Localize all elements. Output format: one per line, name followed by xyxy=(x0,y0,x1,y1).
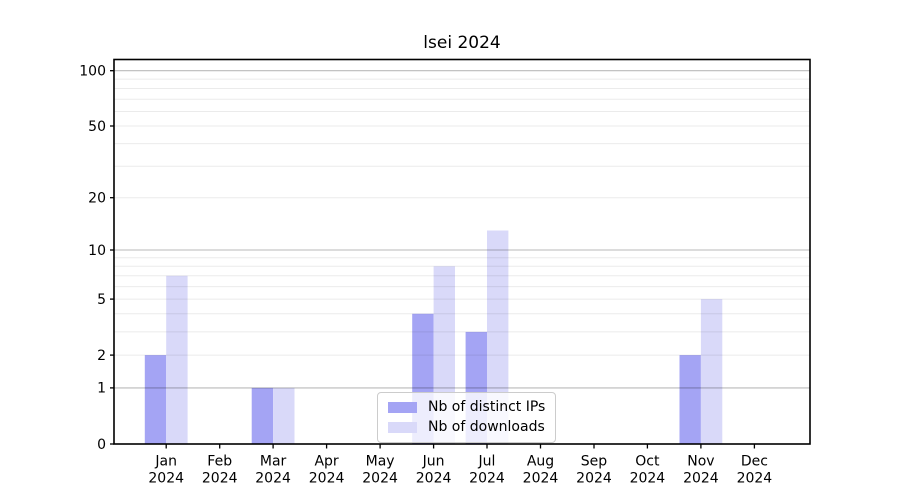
bar-downloads-jan xyxy=(166,275,188,444)
y-tick-label: 50 xyxy=(88,119,106,135)
x-tick-label-year: 2024 xyxy=(523,471,559,487)
x-tick-label-month: May xyxy=(366,454,395,470)
x-tick-label-year: 2024 xyxy=(309,471,345,487)
bar-downloads-nov xyxy=(700,299,723,444)
x-tick-label-month: Feb xyxy=(207,454,232,470)
legend-label-distinct-ips: Nb of distinct IPs xyxy=(428,399,546,415)
legend-label-downloads: Nb of downloads xyxy=(428,419,545,435)
x-tick-label-year: 2024 xyxy=(416,471,452,487)
x-tick-label-year: 2024 xyxy=(683,471,719,487)
x-tick-label-year: 2024 xyxy=(576,471,612,487)
bar-distinct-ips-nov xyxy=(679,355,701,444)
x-tick-label-month: Sep xyxy=(581,454,608,470)
x-tick-label-month: Dec xyxy=(741,454,768,470)
x-tick-label-year: 2024 xyxy=(469,471,505,487)
legend: Nb of distinct IPs Nb of downloads xyxy=(377,392,557,443)
legend-item-distinct-ips: Nb of distinct IPs xyxy=(388,397,545,417)
y-tick-label: 100 xyxy=(79,64,106,80)
bar-downloads-jul xyxy=(487,230,509,444)
x-tick-label-month: Jan xyxy=(154,454,177,470)
legend-swatch-downloads xyxy=(388,421,417,433)
chart-title: lsei 2024 xyxy=(423,33,501,53)
bar-downloads-mar xyxy=(273,387,295,444)
plot-border xyxy=(113,58,811,445)
legend-item-downloads: Nb of downloads xyxy=(388,417,545,437)
x-tick-label-month: Mar xyxy=(260,454,287,470)
y-tick-label: 20 xyxy=(88,191,106,207)
y-tick-label: 1 xyxy=(97,381,106,397)
x-tick-label-year: 2024 xyxy=(148,471,184,487)
x-tick-label-year: 2024 xyxy=(630,471,666,487)
x-tick-label-year: 2024 xyxy=(362,471,398,487)
x-tick-label-month: Apr xyxy=(314,454,338,470)
x-tick-label-month: Jun xyxy=(422,454,445,470)
x-tick-label-year: 2024 xyxy=(255,471,291,487)
x-tick-label-year: 2024 xyxy=(737,471,773,487)
y-tick-label: 0 xyxy=(97,437,106,453)
bar-distinct-ips-mar xyxy=(251,387,274,444)
y-tick-label: 5 xyxy=(97,292,106,308)
y-tick-label: 2 xyxy=(97,348,106,364)
x-tick-label-year: 2024 xyxy=(202,471,238,487)
x-tick-label-month: Jul xyxy=(478,454,496,470)
x-tick-label-month: Nov xyxy=(687,454,714,470)
x-tick-label-month: Aug xyxy=(527,454,554,470)
legend-swatch-distinct-ips xyxy=(388,401,417,413)
y-tick-label: 10 xyxy=(88,243,106,259)
bar-distinct-ips-jan xyxy=(144,355,167,444)
x-tick-label-month: Oct xyxy=(635,454,660,470)
